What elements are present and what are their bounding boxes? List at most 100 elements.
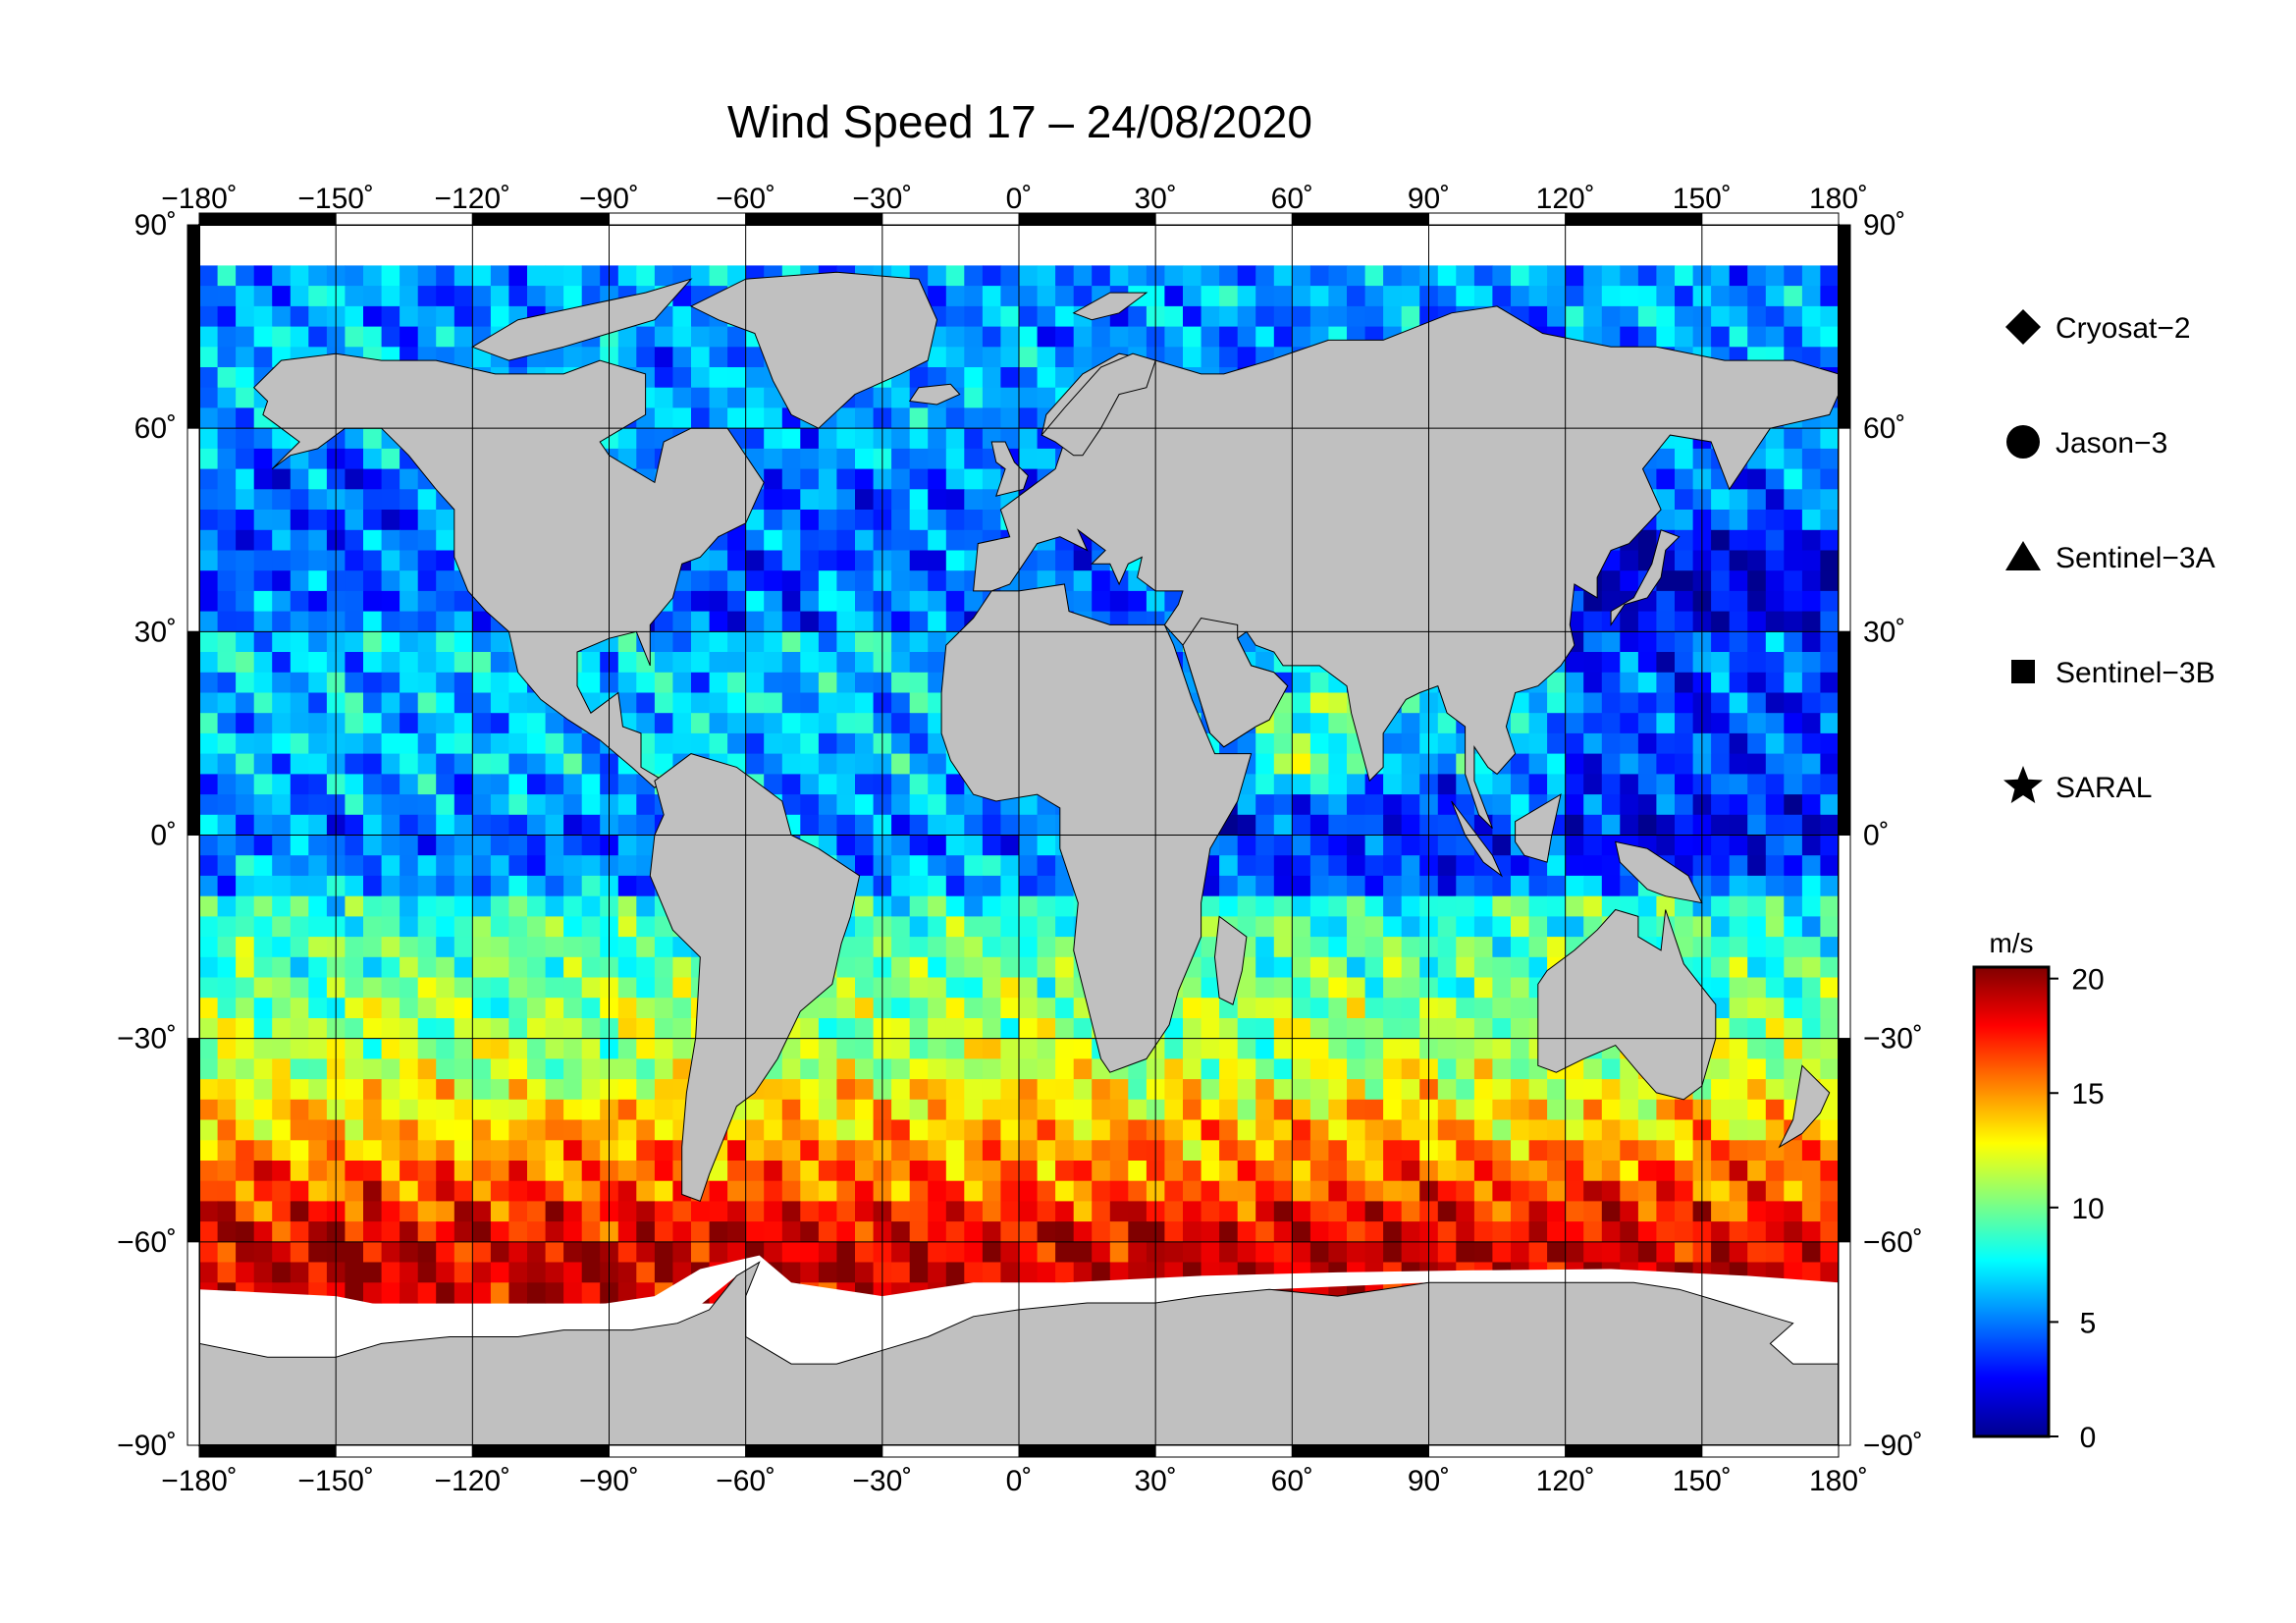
wind-cell <box>982 814 1002 837</box>
wind-cell <box>1237 347 1256 368</box>
wind-cell <box>781 611 801 632</box>
wind-cell <box>345 895 364 917</box>
wind-cell <box>1037 916 1056 938</box>
wind-cell <box>654 1119 674 1141</box>
wind-cell <box>563 895 583 917</box>
wind-cell <box>199 713 219 734</box>
wind-cell <box>909 1058 929 1080</box>
wind-cell <box>1801 977 1822 999</box>
wind-cell <box>253 1119 273 1141</box>
wind-cell <box>290 1161 309 1182</box>
wind-cell <box>891 652 911 674</box>
wind-cell <box>363 692 383 714</box>
wind-cell <box>1747 631 1767 653</box>
wind-cell <box>891 1180 911 1202</box>
wind-cell <box>236 529 255 552</box>
wind-cell <box>1729 1038 1748 1059</box>
wind-cell <box>781 652 801 674</box>
wind-cell <box>199 347 219 368</box>
wind-cell <box>1711 265 1731 287</box>
wind-cell <box>345 1241 364 1264</box>
wind-cell <box>1747 1221 1767 1243</box>
wind-cell <box>1401 937 1420 958</box>
wind-cell <box>1292 713 1311 734</box>
wind-cell <box>1164 1038 1184 1059</box>
wind-cell <box>654 916 674 938</box>
wind-cell <box>1729 835 1748 856</box>
wind-cell <box>1583 1119 1603 1141</box>
wind-cell <box>1273 305 1293 328</box>
land-australia <box>1537 908 1717 1101</box>
wind-cell <box>1019 835 1039 856</box>
wind-cell <box>909 489 929 511</box>
wind-cell <box>964 1018 984 1040</box>
wind-cell <box>1000 1201 1020 1222</box>
wind-cell <box>691 611 711 632</box>
wind-cell <box>272 1221 292 1243</box>
wind-cell <box>1511 1079 1530 1101</box>
wind-cell <box>1656 1180 1676 1202</box>
wind-cell <box>381 835 400 856</box>
wind-cell <box>1729 1140 1748 1162</box>
wind-cell <box>1273 977 1293 999</box>
lat-tick-label-left: 30˚ <box>134 616 177 648</box>
wind-cell <box>727 1140 747 1162</box>
wind-cell <box>1729 794 1748 816</box>
wind-cell <box>1092 1262 1111 1283</box>
wind-cell <box>472 956 492 979</box>
wind-cell <box>1565 774 1584 795</box>
wind-cell <box>1511 1221 1530 1243</box>
wind-cell <box>818 590 838 613</box>
wind-cell <box>454 1119 473 1141</box>
wind-cell <box>1583 855 1603 877</box>
wind-cell <box>1765 732 1785 755</box>
wind-cell <box>691 692 711 714</box>
wind-cell <box>945 286 965 307</box>
wind-cell <box>272 672 292 694</box>
wind-cell <box>1237 875 1256 897</box>
wind-cell <box>1219 286 1239 307</box>
wind-cell <box>1273 998 1293 1019</box>
wind-cell <box>436 794 455 816</box>
wind-cell <box>381 916 400 938</box>
wind-cell <box>1255 1161 1275 1182</box>
wind-cell <box>617 672 637 694</box>
wind-cell <box>1801 895 1822 917</box>
wind-cell <box>1000 265 1020 287</box>
wind-cell <box>836 713 856 734</box>
wind-cell <box>1747 753 1767 775</box>
frame-bar-bottom <box>1565 1444 1703 1458</box>
wind-cell <box>1273 286 1293 307</box>
wind-cell <box>1328 1241 1348 1264</box>
wind-cell <box>617 1038 637 1059</box>
wind-cell <box>417 732 437 755</box>
wind-cell <box>236 692 255 714</box>
wind-cell <box>1309 692 1330 714</box>
wind-cell <box>617 1221 637 1243</box>
wind-cell <box>1347 814 1366 837</box>
wind-cell <box>818 1038 838 1059</box>
wind-cell <box>1255 998 1275 1019</box>
wind-cell <box>199 529 219 552</box>
wind-cell <box>1437 265 1457 287</box>
wind-cell <box>1637 286 1658 307</box>
wind-cell <box>1784 814 1803 837</box>
wind-cell <box>745 570 765 592</box>
wind-cell <box>1037 265 1056 287</box>
wind-cell <box>1383 835 1403 856</box>
wind-cell <box>1347 753 1366 775</box>
wind-cell <box>1347 895 1366 917</box>
wind-cell <box>436 692 455 714</box>
wind-cell <box>1801 468 1822 490</box>
wind-cell <box>490 1119 510 1141</box>
wind-cell <box>909 855 929 877</box>
wind-cell <box>1437 1221 1457 1243</box>
wind-cell <box>1801 774 1822 795</box>
wind-cell <box>417 713 437 734</box>
wind-cell <box>1201 916 1220 938</box>
land-sumatra <box>1451 800 1503 878</box>
wind-cell <box>1583 732 1603 755</box>
wind-cell <box>836 529 856 552</box>
wind-cell <box>636 1161 656 1182</box>
wind-cell <box>982 1099 1002 1121</box>
